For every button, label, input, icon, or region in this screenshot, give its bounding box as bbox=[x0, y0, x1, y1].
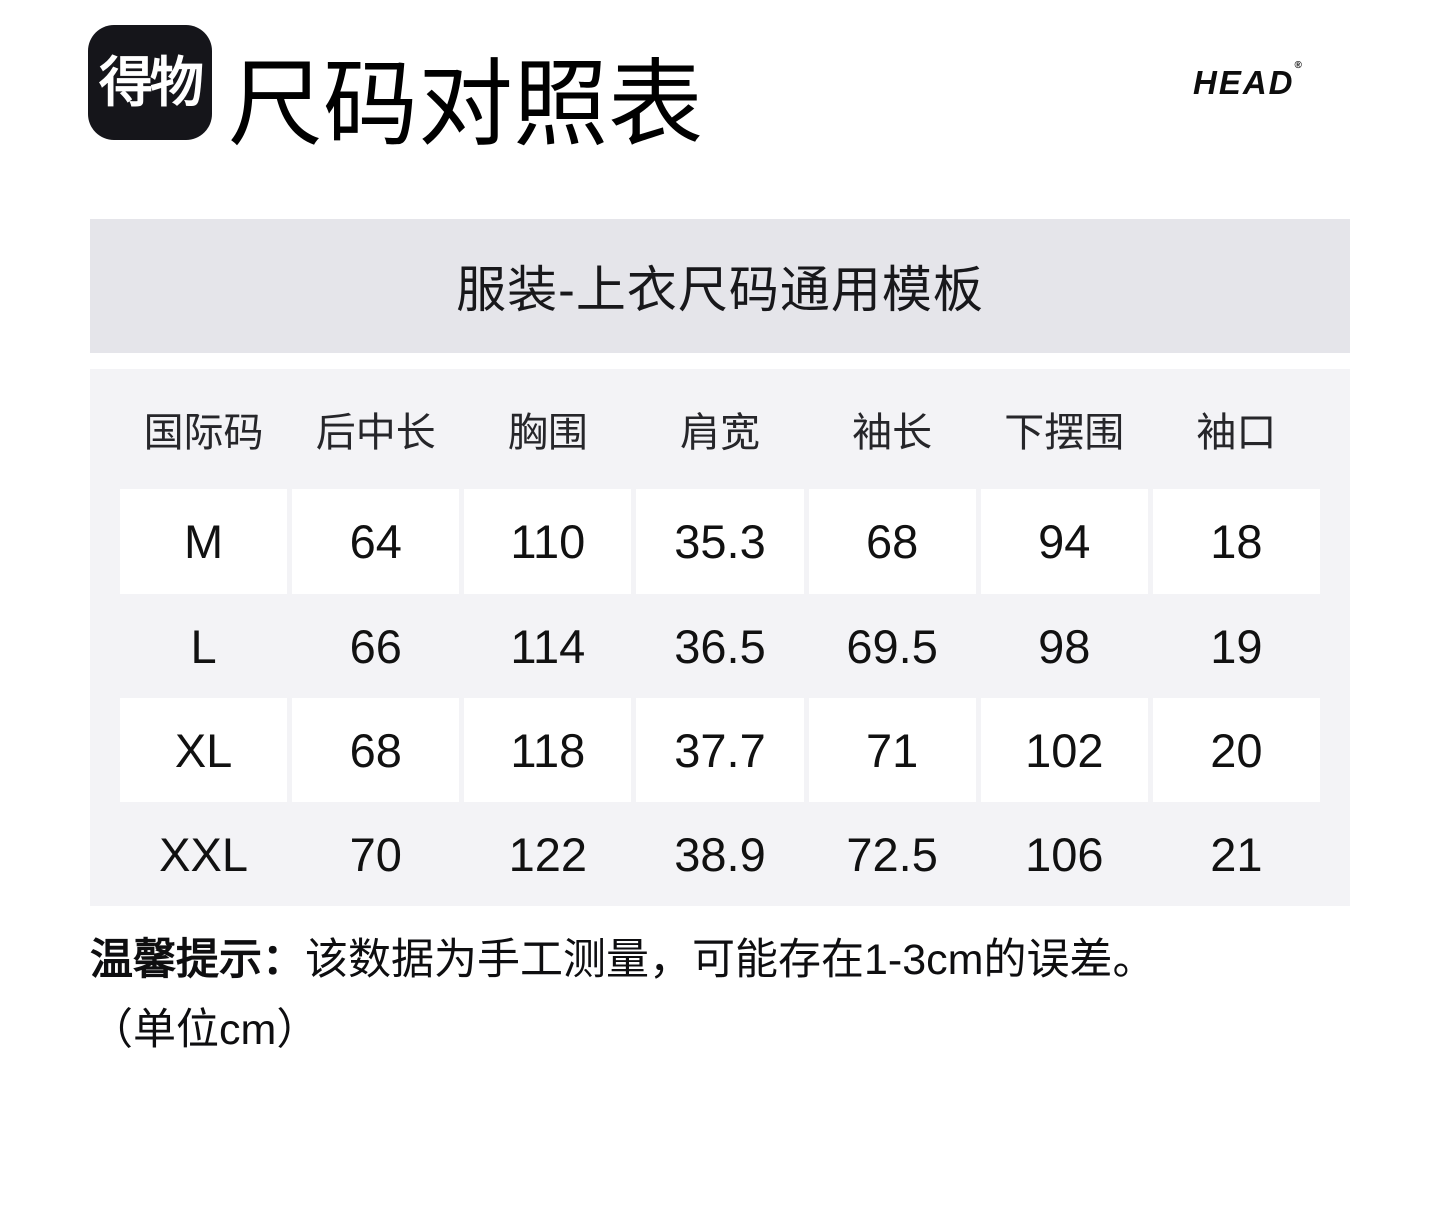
table-cell: 98 bbox=[1038, 619, 1091, 673]
column-header-chest: 胸围 bbox=[507, 411, 588, 455]
table-cell: 110 bbox=[464, 489, 632, 594]
table-cell: 68 bbox=[292, 698, 460, 802]
note-label: 温馨提示： bbox=[90, 936, 305, 984]
table-cell: 19 bbox=[1210, 619, 1263, 673]
note-text: 该数据为手工测量，可能存在1-3cm的误差。 bbox=[305, 936, 1156, 984]
registered-trademark-mark: ® bbox=[1294, 60, 1302, 71]
template-banner-title: 服装-上衣尺码通用模板 bbox=[456, 262, 984, 318]
table-cell: 18 bbox=[1152, 489, 1320, 594]
table-cell: 94 bbox=[980, 489, 1148, 594]
page-title: 尺码对照表 bbox=[228, 52, 704, 158]
measurement-note: 温馨提示：该数据为手工测量，可能存在1-3cm的误差。 （单位cm） bbox=[90, 926, 1380, 1065]
note-line-1: 温馨提示：该数据为手工测量，可能存在1-3cm的误差。 bbox=[90, 926, 1380, 996]
table-cell: 102 bbox=[980, 698, 1148, 802]
table-cell: 66 bbox=[349, 619, 402, 673]
column-header-hem: 下摆围 bbox=[1004, 411, 1125, 455]
template-banner: 服装-上衣尺码通用模板 bbox=[90, 219, 1350, 353]
table-cell: 118 bbox=[464, 698, 632, 802]
column-header-back-length: 后中长 bbox=[315, 411, 436, 455]
dewu-logo: 得物 bbox=[88, 25, 212, 140]
size-label-m: M bbox=[120, 489, 288, 594]
table-cell: 36.5 bbox=[674, 619, 766, 673]
table-cell: 37.7 bbox=[636, 698, 804, 802]
table-cell: 21 bbox=[1210, 827, 1263, 881]
column-header-intl-size: 国际码 bbox=[143, 411, 264, 455]
head-brand-text: HEAD bbox=[1193, 64, 1295, 101]
size-table-section: 国际码 后中长 胸围 肩宽 袖长 下摆围 袖口 M 64 110 35.3 68… bbox=[90, 369, 1350, 906]
table-cell: 69.5 bbox=[846, 619, 938, 673]
table-cell: 35.3 bbox=[636, 489, 804, 594]
table-cell: 38.9 bbox=[674, 827, 766, 881]
table-cell: 20 bbox=[1152, 698, 1320, 802]
table-cell: 71 bbox=[808, 698, 976, 802]
table-cell: 72.5 bbox=[846, 827, 938, 881]
column-header-sleeve-length: 袖长 bbox=[852, 411, 933, 455]
size-label-xxl: XXL bbox=[159, 827, 248, 881]
size-table: 国际码 后中长 胸围 肩宽 袖长 下摆围 袖口 M 64 110 35.3 68… bbox=[120, 369, 1320, 906]
table-cell: 68 bbox=[808, 489, 976, 594]
dewu-logo-text: 得物 bbox=[99, 52, 204, 113]
table-cell: 64 bbox=[292, 489, 460, 594]
size-label-xl: XL bbox=[120, 698, 288, 802]
head-brand-logo: HEAD® bbox=[1193, 60, 1302, 102]
table-cell: 114 bbox=[510, 619, 586, 673]
column-header-cuff: 袖口 bbox=[1196, 411, 1277, 455]
size-label-l: L bbox=[190, 619, 217, 673]
table-cell: 122 bbox=[508, 827, 588, 881]
table-cell: 106 bbox=[1025, 827, 1104, 881]
table-cell: 70 bbox=[349, 827, 402, 881]
note-unit-line: （单位cm） bbox=[90, 1005, 320, 1054]
column-header-shoulder: 肩宽 bbox=[679, 411, 760, 455]
